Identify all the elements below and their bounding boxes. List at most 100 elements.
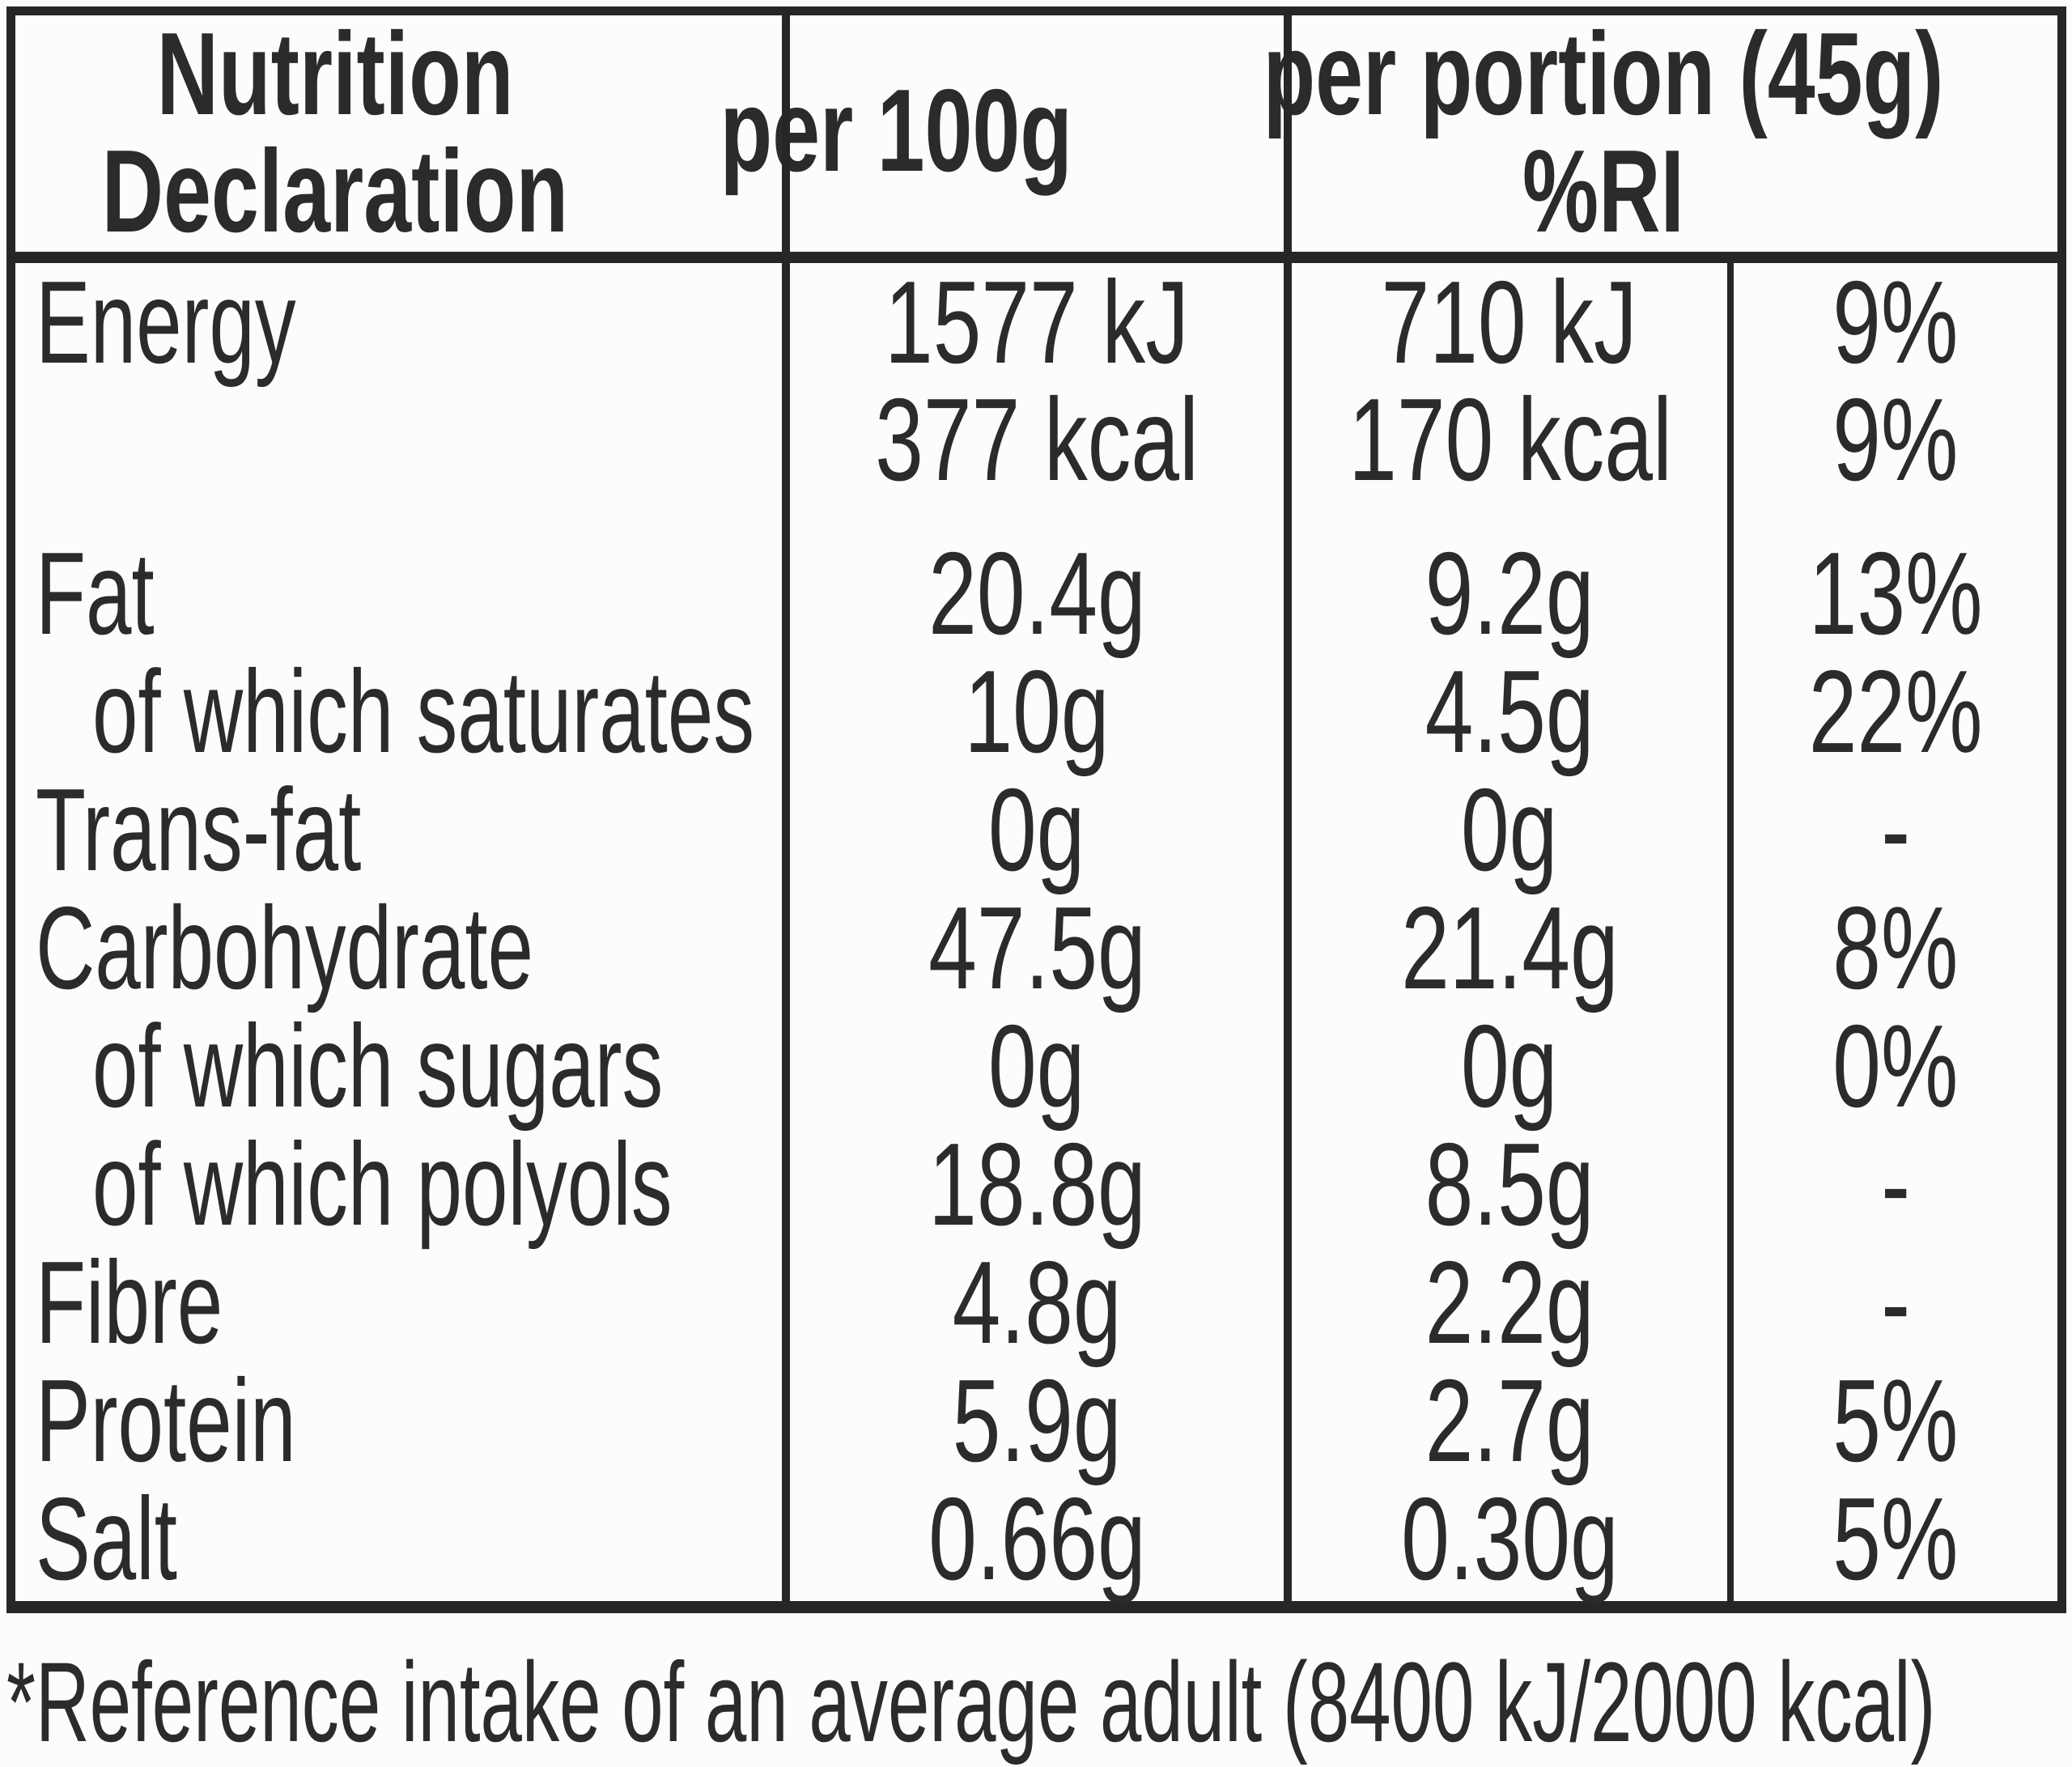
nutrient-label: of which sugars (92, 1000, 664, 1132)
table-row: 377 kcal 170 kcal 9% (15, 380, 2057, 499)
per-100g-value: 0g (988, 1000, 1085, 1132)
cell-divider-gap (1284, 1480, 1292, 1598)
percent-ri-cell: 9% (1734, 257, 2057, 388)
percent-ri-value: 5% (1832, 1355, 1959, 1486)
table-row: of which saturates 10g 4.5g 22% (15, 652, 2057, 771)
per-portion-value: 2.2g (1424, 1237, 1594, 1368)
column-rule-2 (1284, 15, 1292, 1601)
cell-divider-gap (1284, 1007, 1292, 1125)
percent-ri-cell: 9% (1734, 380, 2057, 499)
percent-ri-value: 9% (1832, 374, 1959, 505)
table-header-row: Nutrition Declaration per 100g per porti… (15, 15, 2057, 252)
per-portion-value: 0.30g (1400, 1473, 1619, 1604)
per-portion-cell: 21.4g (1292, 889, 1727, 1007)
cell-divider-gap (1284, 1361, 1292, 1480)
percent-ri-value: 8% (1832, 882, 1959, 1013)
per-100g-cell: 18.8g (790, 1125, 1284, 1243)
percent-ri-cell: - (1734, 1125, 2057, 1243)
per-portion-value: 4.5g (1424, 646, 1594, 777)
nutrient-label-cell: Protein (15, 1361, 790, 1480)
percent-ri-value: - (1881, 1119, 1910, 1250)
cell-divider-gap (1727, 1125, 1734, 1243)
table-row: of which polyols 18.8g 8.5g - (15, 1125, 2057, 1243)
per-100g-value: 47.5g (928, 882, 1146, 1013)
per-portion-value: 9.2g (1424, 528, 1594, 659)
percent-ri-value: 22% (1808, 646, 1983, 777)
percent-ri-cell: 0% (1734, 1007, 2057, 1125)
per-100g-cell: 10g (790, 652, 1284, 771)
cell-divider-gap (1727, 380, 1734, 494)
per-portion-cell: 4.5g (1292, 652, 1727, 771)
cell-divider-gap (1727, 771, 1734, 889)
per-100g-value: 5.9g (952, 1355, 1122, 1486)
nutrient-label: Fibre (36, 1237, 223, 1368)
nutrient-label-cell (15, 380, 790, 494)
table-row: Carbohydrate 47.5g 21.4g 8% (15, 889, 2057, 1007)
cell-divider-gap (1284, 771, 1292, 889)
table-row: Energy 1577 kJ 710 kJ 9% (15, 257, 2057, 388)
nutrient-label-cell: Trans-fat (15, 771, 790, 889)
header-per-portion-label: per portion (45g) (1263, 8, 1944, 139)
percent-ri-value: 13% (1808, 528, 1983, 659)
percent-ri-cell: - (1734, 1243, 2057, 1361)
header-per-portion: per portion (45g) %RI (1137, 15, 2070, 252)
nutrient-label-cell: Fibre (15, 1243, 790, 1361)
percent-ri-cell: 13% (1734, 534, 2057, 652)
cell-divider-gap (1727, 1007, 1734, 1125)
table-row: of which sugars 0g 0g 0% (15, 1007, 2057, 1125)
cell-divider-gap (1284, 534, 1292, 652)
header-per-100g-label: per 100g (720, 65, 1072, 196)
per-100g-value: 4.8g (952, 1237, 1122, 1368)
nutrient-label-cell: Fat (15, 534, 790, 652)
cell-divider-gap (1284, 263, 1292, 380)
table-row: Protein 5.9g 2.7g 5% (15, 1361, 2057, 1480)
cell-divider-gap (1284, 1125, 1292, 1243)
nutrient-label-cell: of which sugars (15, 1007, 790, 1125)
per-100g-value: 20.4g (928, 528, 1146, 659)
cell-divider-gap (1727, 1480, 1734, 1598)
column-rule-1 (782, 15, 790, 1601)
cell-divider-gap (1284, 889, 1292, 1007)
per-portion-value: 21.4g (1400, 882, 1619, 1013)
cell-divider-gap (1727, 652, 1734, 771)
table-row: Fat 20.4g 9.2g 13% (15, 534, 2057, 652)
per-100g-value: 10g (964, 646, 1110, 777)
table-row: Trans-fat 0g 0g - (15, 771, 2057, 889)
table-body: Energy 1577 kJ 710 kJ 9% 377 kcal 170 kc… (15, 263, 2057, 1598)
percent-ri-cell: 22% (1734, 652, 2057, 771)
header-nutrition-declaration: Nutrition Declaration (15, 15, 655, 252)
percent-ri-cell: - (1734, 771, 2057, 889)
nutrient-label: of which saturates (92, 646, 755, 777)
per-portion-value: 710 kJ (1381, 257, 1638, 388)
per-100g-cell: 0.66g (790, 1480, 1284, 1598)
per-portion-cell: 0.30g (1292, 1480, 1727, 1598)
header-title-line2: Declaration (101, 125, 569, 257)
table-row: Fibre 4.8g 2.2g - (15, 1243, 2057, 1361)
header-percent-ri-label: %RI (1522, 125, 1685, 257)
nutrient-label: Fat (36, 528, 155, 659)
per-100g-cell: 5.9g (790, 1361, 1284, 1480)
nutrient-label-cell: Salt (15, 1480, 790, 1598)
nutrient-label: Trans-fat (36, 764, 362, 895)
per-100g-cell: 4.8g (790, 1243, 1284, 1361)
per-100g-cell: 377 kcal (790, 380, 1284, 499)
cell-divider-gap (1284, 380, 1292, 494)
per-100g-cell: 0g (790, 771, 1284, 889)
per-portion-value: 0g (1461, 764, 1558, 895)
per-100g-value: 1577 kJ (885, 257, 1189, 388)
per-portion-value: 2.7g (1424, 1355, 1594, 1486)
header-title-line1: Nutrition (156, 8, 514, 139)
percent-ri-cell: 5% (1734, 1480, 2057, 1598)
nutrient-label: Salt (36, 1473, 177, 1604)
percent-ri-value: 5% (1832, 1473, 1959, 1604)
per-100g-value: 377 kcal (875, 374, 1199, 505)
per-100g-cell: 20.4g (790, 534, 1284, 652)
per-100g-value: 0g (988, 764, 1085, 895)
percent-ri-value: 9% (1832, 257, 1959, 388)
per-portion-cell: 0g (1292, 771, 1727, 889)
nutrient-label-cell: of which saturates (15, 652, 790, 771)
nutrient-label: of which polyols (92, 1119, 673, 1250)
cell-divider-gap (1284, 1243, 1292, 1361)
cell-divider-gap (1727, 1243, 1734, 1361)
